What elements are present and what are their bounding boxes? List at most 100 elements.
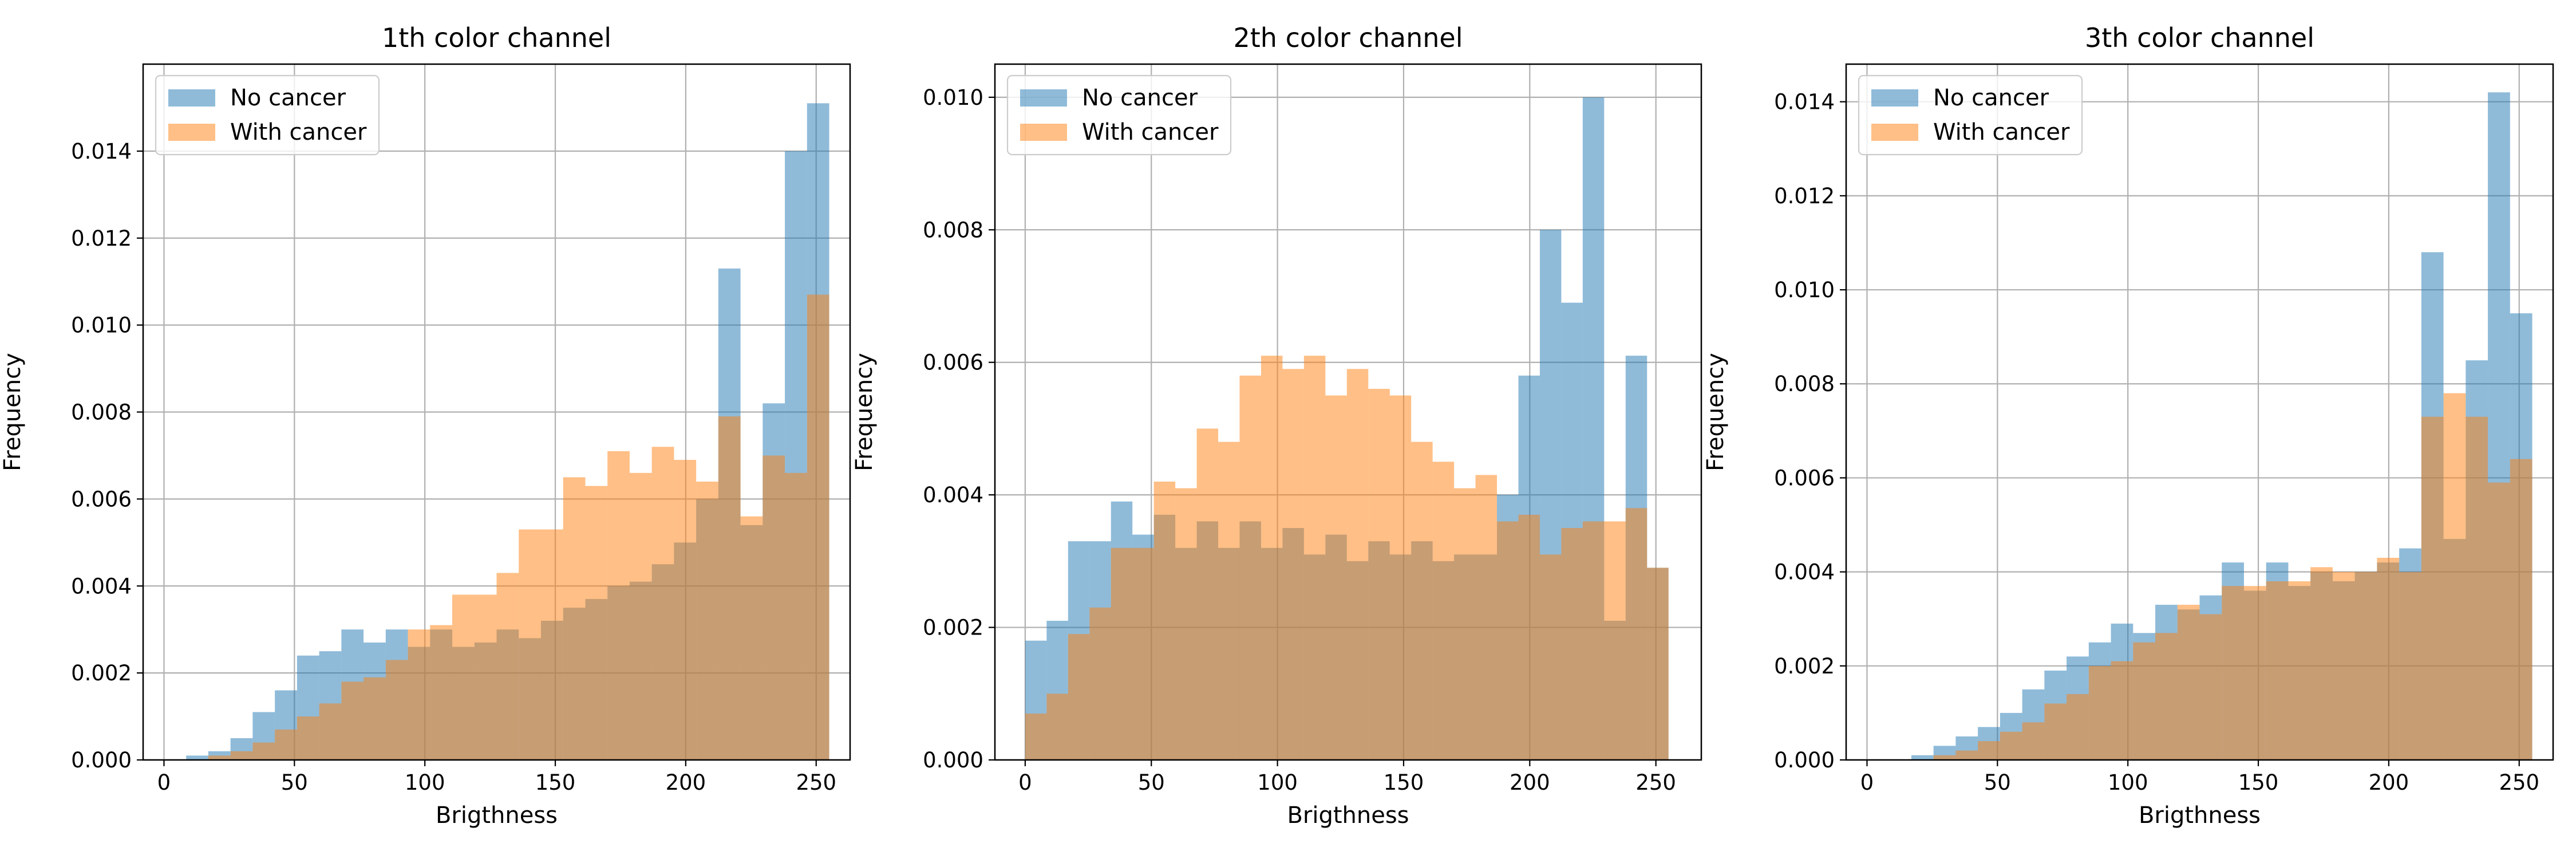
series-with-cancer [1933,393,2532,760]
series-with-cancer [208,294,829,760]
histogram-bar [2111,661,2134,760]
y-axis-label: Frequency [1702,353,1729,471]
x-tick-label: 200 [1510,770,1550,795]
axes-frame [1845,63,2554,761]
histogram-bar [1068,634,1090,760]
histogram-bar [2155,633,2178,760]
panel-3: 0 50 100 150 200 250 0.000 0.002 0.004 0.006 0.008… [1702,22,2554,829]
y-tick-label: 0.004 [1774,560,1835,585]
histogram-bar [496,573,519,760]
y-tick-label: 0.002 [923,616,983,640]
y-axis-label: Frequency [851,353,878,471]
legend-label: With cancer [1082,119,1219,145]
x-tick-label: 0 [1860,770,1874,795]
histogram-bar [1955,750,1978,760]
histogram-bar [1025,714,1047,760]
histogram-bar [563,477,586,760]
x-tick-label: 50 [281,770,308,795]
histogram-bar [1582,521,1605,760]
histogram-bar [1625,508,1647,760]
y-tick-label: 0.008 [923,218,983,242]
x-tick-label: 150 [535,770,576,795]
y-axis-label: Frequency [0,353,26,471]
histogram-bar [1911,755,1934,760]
y-tick-label: 0.002 [1774,654,1835,679]
y-tick-label: 0.014 [71,139,132,164]
histogram-bar [1175,488,1197,760]
histogram-bar [1518,514,1540,760]
legend-swatch [1020,89,1067,107]
histogram-bar [364,677,386,760]
x-tick-label: 50 [1984,770,2011,795]
panel-2: 0 50 100 150 200 250 0.000 0.002 0.004 0.006 0.008… [851,22,1702,829]
histogram-bar [2022,722,2045,760]
series-with-cancer [1025,356,1669,760]
legend: No cancer With cancer [1858,74,2083,156]
histogram-bar [230,751,253,760]
y-tick-label: 0.008 [71,400,132,425]
y-tick-label: 0.000 [71,748,132,773]
histogram-bar [2088,665,2111,760]
panel-1: 0 50 100 150 200 250 0.000 0.002 0.004 0.006 0.008… [0,22,851,829]
histogram-bar [1647,568,1669,760]
x-tick-label: 250 [2499,770,2539,795]
x-axis-label: Brigthness [2139,802,2261,829]
histogram-bar [1539,554,1562,760]
x-tick-label: 0 [1018,770,1032,795]
histogram-bar [1368,389,1390,760]
y-tick-label: 0.014 [1774,90,1835,115]
y-tick-label: 0.006 [71,487,132,511]
histogram-bar [2443,393,2466,760]
histogram-bar [1153,482,1176,760]
histogram-bar [674,460,697,760]
x-tick-label: 100 [1257,770,1298,795]
histogram-bar [740,516,763,760]
histogram-bar [2199,614,2222,760]
histogram-bar [1561,528,1583,760]
histogram-bar [2421,416,2444,760]
histogram-bar [1346,369,1369,760]
legend: No cancer With cancer [155,74,380,156]
histogram-bar [1933,755,1956,760]
y-tick-label: 0.002 [71,661,132,685]
x-tick-label: 150 [1384,770,1424,795]
legend-swatch [1871,89,1918,107]
legend-label: With cancer [230,119,367,145]
y-tick-label: 0.010 [71,313,132,338]
x-tick-label: 200 [666,770,706,795]
x-tick-label: 150 [2238,770,2279,795]
y-tick-label: 0.000 [1774,748,1835,773]
axes-frame [994,63,1702,761]
histogram-bar [1218,442,1240,760]
histogram-bar [2044,703,2067,760]
panel-title: 2th color channel [1234,22,1463,53]
histogram-bar [341,681,364,760]
legend: No cancer With cancer [1006,74,1232,156]
histogram-bar [1978,741,2000,760]
x-tick-label: 100 [405,770,445,795]
histogram-bar [762,455,785,760]
histogram-bar [1196,428,1219,760]
histogram-bar [297,716,319,760]
histogram-bar [385,660,408,760]
histogram-bar [1454,488,1476,760]
histogram-bar [2466,416,2488,760]
histogram-bar [2488,482,2510,760]
x-tick-label: 0 [157,770,171,795]
x-axis-label: Brigthness [436,802,558,829]
legend-swatch [1871,124,1918,141]
histogram-bar [629,472,652,760]
histogram-bar [208,755,231,760]
histogram-bar [474,594,497,760]
histogram-bar [1389,395,1412,760]
histogram-bar [275,729,297,760]
histogram-bar [651,447,674,760]
x-axis-label: Brigthness [1287,802,1409,829]
histogram-bar [452,594,475,760]
y-tick-label: 0.010 [1774,278,1835,302]
y-tick-label: 0.006 [923,350,983,375]
histogram-bar [1046,693,1068,760]
histogram-bar [1411,442,1433,760]
histogram-bar [2332,572,2355,760]
